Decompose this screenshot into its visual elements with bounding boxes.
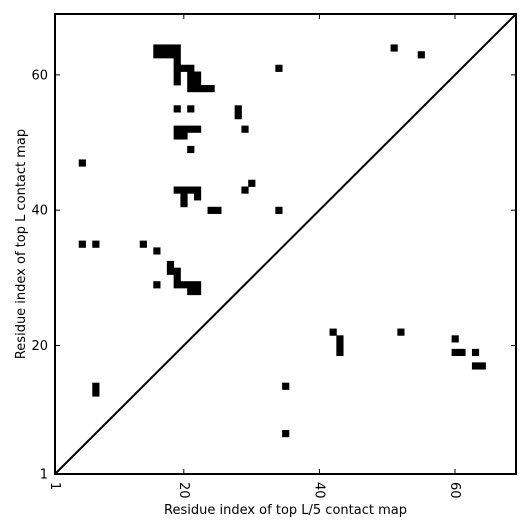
contact-cell xyxy=(180,132,188,140)
x-tick-label: 60 xyxy=(447,482,462,499)
contact-cell xyxy=(187,64,195,72)
x-tick-label: 20 xyxy=(176,482,191,499)
contact-cell xyxy=(187,186,195,194)
contact-cell xyxy=(275,64,283,72)
contact-cell xyxy=(282,382,290,390)
contact-cell xyxy=(193,71,202,79)
contact-cell xyxy=(153,51,161,59)
contact-cell xyxy=(187,71,195,79)
contact-cell xyxy=(92,382,100,390)
contact-cell xyxy=(173,71,181,79)
y-tick-label: 1 xyxy=(40,468,48,483)
contact-cell xyxy=(180,125,188,133)
contact-cell xyxy=(207,85,215,93)
contact-cell xyxy=(187,125,195,133)
contact-cell xyxy=(193,125,202,133)
contact-cell xyxy=(173,186,181,194)
axis-ticks: 1 20 40 60 1 20 40 60 xyxy=(31,14,516,499)
contact-cell xyxy=(187,85,195,93)
contact-cell xyxy=(180,64,188,72)
contact-cell xyxy=(193,287,202,296)
contact-cell xyxy=(187,281,195,289)
contact-cell xyxy=(193,186,202,194)
contact-cell xyxy=(173,281,181,289)
contact-cell xyxy=(248,179,256,187)
contact-cell xyxy=(180,193,188,201)
contact-cell xyxy=(173,64,181,72)
contact-cell xyxy=(234,105,242,113)
contact-cell xyxy=(214,206,222,214)
contact-cell xyxy=(180,200,188,208)
contact-cell xyxy=(173,105,181,113)
contact-cell xyxy=(234,112,242,120)
contact-cell xyxy=(173,267,181,275)
contact-cell xyxy=(329,328,337,336)
contact-cell xyxy=(153,44,161,52)
contact-cell xyxy=(78,159,86,167)
contact-cell xyxy=(180,281,188,289)
contact-cell xyxy=(173,51,181,59)
contact-cell xyxy=(451,335,459,343)
contact-cell xyxy=(173,78,181,86)
contact-cell xyxy=(187,105,195,113)
x-tick-label: 1 xyxy=(47,482,62,490)
plot-frame xyxy=(54,13,517,475)
contact-cell xyxy=(166,44,175,52)
contact-cell xyxy=(417,51,425,59)
contact-cell xyxy=(173,57,181,66)
y-tick-label: 40 xyxy=(31,204,48,219)
y-axis-label: Residue index of top L contact map xyxy=(14,129,29,359)
contact-cell xyxy=(166,267,175,275)
contact-cell xyxy=(153,281,161,289)
contact-cell xyxy=(187,78,195,86)
contact-cell xyxy=(193,193,202,201)
contact-cell xyxy=(451,348,459,357)
contact-cell xyxy=(193,85,202,93)
contact-cell xyxy=(180,186,188,194)
x-tick-label: 40 xyxy=(311,482,326,499)
contact-cell xyxy=(187,145,195,154)
y-tick-label: 60 xyxy=(31,68,48,83)
contact-cell xyxy=(471,348,480,357)
contact-cell xyxy=(92,240,100,248)
contact-cell xyxy=(471,362,480,370)
contact-cell xyxy=(458,348,466,357)
contact-cell xyxy=(241,186,249,194)
contact-cell xyxy=(160,44,168,52)
contact-cell xyxy=(193,78,202,86)
contact-cell xyxy=(336,335,344,343)
contact-cell xyxy=(78,240,86,248)
y-tick-label: 20 xyxy=(31,339,48,354)
x-axis-label: Residue index of top L/5 contact map xyxy=(164,503,407,518)
contact-cell xyxy=(336,348,344,357)
contact-cell xyxy=(139,240,147,248)
contact-cell xyxy=(166,51,175,59)
contact-cell xyxy=(92,389,100,397)
contact-cell xyxy=(282,430,290,438)
contact-cell xyxy=(173,44,181,52)
contact-cell xyxy=(173,132,181,140)
contact-cell xyxy=(478,362,486,370)
contact-cell xyxy=(160,51,168,59)
contact-cell xyxy=(275,206,283,214)
contact-cell xyxy=(390,44,398,52)
contact-cell xyxy=(207,206,215,214)
contact-cell xyxy=(336,342,344,350)
diagonal-line xyxy=(54,13,517,475)
contact-cell xyxy=(173,125,181,133)
contact-cell xyxy=(153,247,161,255)
contact-cell xyxy=(397,328,405,336)
contact-cell xyxy=(200,85,208,93)
contact-cell xyxy=(173,274,181,282)
contact-cells xyxy=(78,44,486,438)
contact-cell xyxy=(241,125,249,133)
contact-cell xyxy=(166,260,175,269)
contact-cell xyxy=(193,281,202,289)
contact-cell xyxy=(187,287,195,296)
